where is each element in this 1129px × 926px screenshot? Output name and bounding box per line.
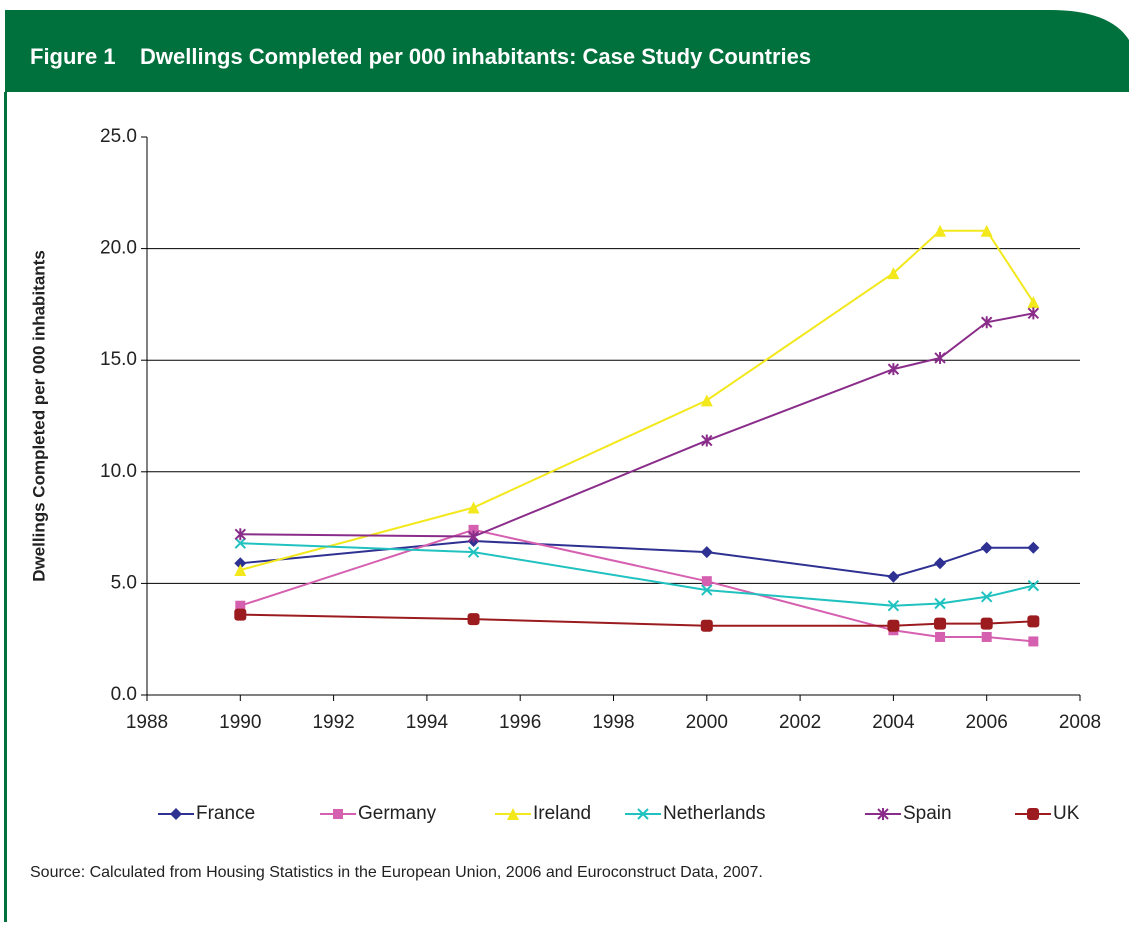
- marker: [701, 584, 713, 596]
- marker: [934, 557, 947, 570]
- marker: [934, 224, 947, 237]
- series-line: [240, 613, 1034, 627]
- marker: [700, 546, 713, 559]
- marker: [1028, 636, 1039, 647]
- marker: [333, 809, 343, 819]
- marker: [467, 613, 480, 626]
- marker: [934, 597, 946, 610]
- marker: [637, 808, 649, 820]
- header-band: [5, 10, 1129, 92]
- marker: [1027, 307, 1040, 320]
- marker: [887, 267, 900, 280]
- y-axis-label: Dwellings Completed per 000 inhabitants: [29, 250, 48, 582]
- x-tick-label: 2004: [872, 712, 915, 733]
- marker: [235, 600, 246, 611]
- marker: [877, 808, 889, 820]
- series-line: [240, 312, 1034, 538]
- marker: [234, 528, 247, 541]
- marker: [887, 600, 900, 612]
- marker: [980, 316, 993, 329]
- figure-label: Figure 1: [30, 44, 116, 69]
- marker: [1027, 808, 1039, 820]
- marker: [700, 394, 713, 407]
- marker: [887, 363, 900, 376]
- marker: [468, 524, 479, 535]
- marker: [1027, 615, 1040, 628]
- x-tick-label: 1990: [219, 712, 261, 733]
- marker: [234, 537, 247, 549]
- marker: [1027, 296, 1040, 309]
- marker: [701, 576, 712, 587]
- y-tick-label: 5.0: [111, 572, 137, 593]
- source-note: Source: Calculated from Housing Statisti…: [30, 864, 763, 881]
- marker: [935, 631, 946, 642]
- marker: [1027, 579, 1040, 592]
- marker: [234, 564, 247, 577]
- marker: [980, 541, 993, 554]
- marker: [234, 557, 247, 570]
- marker: [887, 570, 900, 583]
- marker: [981, 631, 992, 642]
- marker: [701, 434, 713, 447]
- legend-label: Germany: [358, 803, 437, 824]
- marker: [507, 808, 519, 820]
- y-tick-label: 10.0: [100, 461, 137, 482]
- y-tick-label: 25.0: [100, 126, 137, 147]
- marker: [467, 546, 480, 558]
- y-tick-label: 20.0: [100, 238, 137, 259]
- legend-label: Spain: [903, 803, 952, 824]
- y-tick-label: 15.0: [100, 349, 137, 370]
- legend-label: Ireland: [533, 803, 591, 824]
- legend-label: France: [196, 803, 255, 824]
- legend-label: Netherlands: [663, 803, 765, 824]
- marker: [700, 619, 713, 632]
- marker: [980, 591, 993, 603]
- x-tick-label: 1994: [406, 712, 449, 733]
- marker: [234, 608, 247, 621]
- marker: [887, 619, 900, 632]
- x-tick-label: 1992: [312, 712, 354, 733]
- left-border: [4, 92, 7, 922]
- x-tick-label: 2002: [779, 712, 821, 733]
- x-tick-label: 2008: [1059, 712, 1101, 733]
- marker: [467, 530, 480, 543]
- x-tick-label: 2000: [686, 712, 728, 733]
- x-tick-label: 1996: [499, 712, 541, 733]
- marker: [980, 224, 993, 237]
- marker: [1027, 541, 1040, 554]
- legend-label: UK: [1053, 803, 1080, 824]
- marker: [170, 808, 182, 820]
- series-line: [240, 539, 1034, 578]
- y-tick-label: 0.0: [111, 684, 137, 705]
- series-line: [240, 229, 1035, 571]
- marker: [467, 501, 480, 514]
- marker: [980, 617, 993, 630]
- chart-title: Dwellings Completed per 000 inhabitants:…: [140, 44, 811, 69]
- x-tick-label: 2006: [966, 712, 1008, 733]
- x-tick-label: 1998: [592, 712, 634, 733]
- marker: [934, 351, 946, 364]
- x-tick-label: 1988: [126, 712, 168, 733]
- marker: [934, 617, 947, 630]
